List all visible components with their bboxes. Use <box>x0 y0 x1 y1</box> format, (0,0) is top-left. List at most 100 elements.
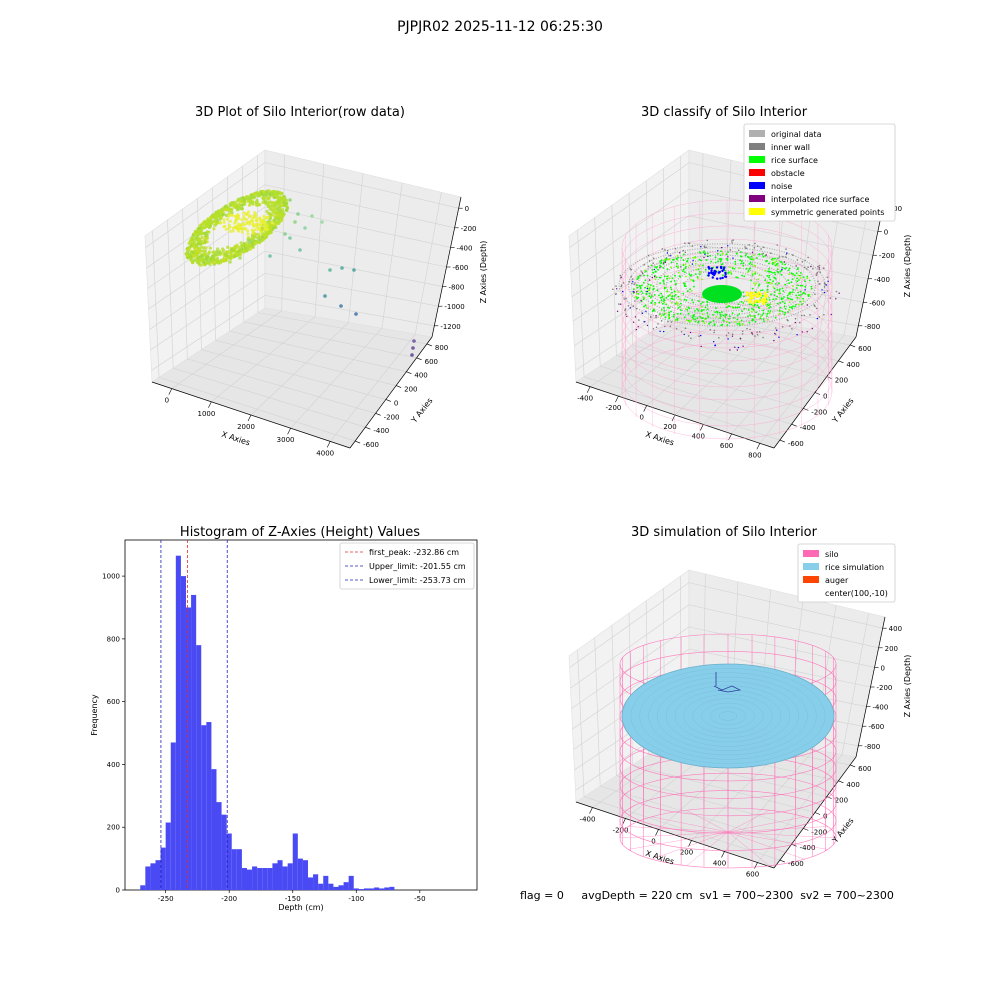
grid-line <box>569 162 690 248</box>
data-point <box>223 204 227 209</box>
histogram-bar <box>206 722 212 890</box>
panel-raw-data: 3D Plot of Silo Interior(row data) 0 1000… <box>144 105 488 457</box>
rice-surface-point <box>636 278 639 280</box>
data-point <box>215 256 220 261</box>
rice-surface-point <box>810 287 813 290</box>
rice-surface-point <box>796 277 798 280</box>
inner-wall-point <box>620 285 622 288</box>
x-tick-mark <box>326 441 331 448</box>
rice-surface-point <box>773 276 776 279</box>
rice-surface-point <box>787 269 790 271</box>
data-point <box>186 254 190 258</box>
inner-wall-point <box>785 253 788 256</box>
inner-wall-point <box>669 325 672 328</box>
x-tick-label: -200 <box>605 404 621 412</box>
rice-surface-point <box>780 274 783 276</box>
legend-label: rice surface <box>771 156 818 165</box>
data-point <box>207 250 211 254</box>
noise-point <box>806 331 808 333</box>
data-point <box>251 237 255 241</box>
rice-surface-point <box>736 306 739 309</box>
rice-surface-point <box>776 289 779 291</box>
rice-surface-point <box>672 315 675 318</box>
rice-surface-point <box>753 254 755 256</box>
data-point <box>200 254 204 258</box>
rice-surface-point <box>654 301 656 304</box>
histogram-bar <box>323 875 329 890</box>
rice-surface-point <box>654 278 657 281</box>
noise-point <box>703 256 705 259</box>
inner-wall-point <box>635 307 638 310</box>
rice-surface-point <box>663 275 666 278</box>
rice-surface-point <box>670 310 672 313</box>
rice-surface-point <box>761 295 764 297</box>
noise-point <box>662 262 665 264</box>
inner-wall-point <box>818 316 821 318</box>
data-point <box>240 203 244 207</box>
rice-simulation-mesh <box>657 681 799 751</box>
rice-surface-point <box>788 293 790 295</box>
rice-surface-point <box>738 306 741 309</box>
inner-wall-point <box>823 314 825 316</box>
inner-wall-point <box>652 262 654 265</box>
rice-surface-point <box>753 282 755 284</box>
rice-surface-point <box>741 274 743 277</box>
inner-wall-point <box>758 330 761 333</box>
inner-wall-point <box>657 323 659 325</box>
histogram-bar <box>338 885 344 890</box>
legend-box <box>797 543 896 603</box>
rice-surface-point <box>679 312 682 315</box>
z-tick-label: -600 <box>868 723 884 731</box>
rice-surface-point <box>654 266 656 268</box>
rice-surface-point <box>717 260 719 263</box>
rice-surface-point <box>679 306 681 308</box>
grid-line <box>700 153 704 311</box>
y-tick-mark <box>365 426 371 430</box>
data-point <box>212 261 216 265</box>
data-point <box>208 262 212 266</box>
inner-wall-point <box>667 320 669 323</box>
data-point <box>254 200 258 204</box>
symmetric-point <box>751 302 754 305</box>
data-point <box>352 268 356 272</box>
rice-surface-point <box>634 295 637 298</box>
legend-label: inner wall <box>771 143 810 152</box>
auger-shape <box>713 685 742 693</box>
x-axis-line <box>151 381 351 449</box>
x-tick-label: 800 <box>748 451 761 459</box>
rice-surface-point <box>682 292 685 295</box>
rice-surface-point <box>757 306 760 308</box>
rice-simulation-mesh <box>639 672 817 760</box>
data-point <box>203 263 207 267</box>
noise-point <box>722 268 725 271</box>
grid-line <box>688 604 879 649</box>
rice-surface-point <box>704 306 707 309</box>
data-point <box>354 312 358 316</box>
rice-surface-point <box>648 292 651 295</box>
noise-point <box>653 276 656 278</box>
rice-surface-point <box>791 278 794 280</box>
rice-surface-point <box>776 295 778 298</box>
noise-point <box>713 341 715 343</box>
z-tick-label: -400 <box>457 244 473 252</box>
data-point <box>203 252 207 256</box>
rice-surface-point <box>754 271 757 273</box>
x-tick-label: 600 <box>720 442 733 450</box>
histogram-bar <box>236 849 242 890</box>
rice-surface-point <box>682 264 685 267</box>
data-point <box>253 195 257 199</box>
z-axis-label: Z Axies (Depth) <box>903 655 912 718</box>
rice-surface-point <box>697 300 700 302</box>
rice-surface-point <box>686 259 689 262</box>
rice-surface-point <box>791 291 794 293</box>
data-point <box>269 201 274 205</box>
rice-surface-point <box>792 273 794 275</box>
rice-surface-point <box>744 254 747 257</box>
noise-point <box>721 246 723 249</box>
rice-surface-point <box>697 268 700 271</box>
rice-surface-point <box>703 309 705 311</box>
legend-swatch <box>749 156 765 163</box>
rice-simulation-mesh <box>718 711 738 721</box>
noise-point <box>616 310 619 312</box>
grid-line <box>171 310 282 389</box>
